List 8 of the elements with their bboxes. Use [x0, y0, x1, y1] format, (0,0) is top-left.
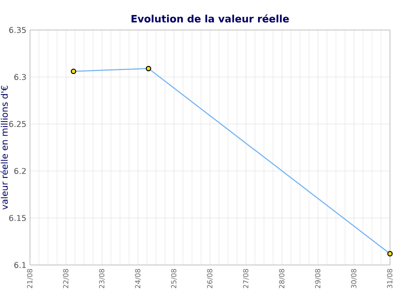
y-tick-label: 6.2 [14, 168, 26, 174]
y-tick-label: 6.15 [9, 214, 26, 222]
y-axis-title: valeur réelle en millions d'€ [0, 86, 8, 210]
y-tick-label: 6.3 [14, 74, 26, 80]
y-tick-label: 6.25 [9, 120, 26, 128]
chart-title: Evolution de la valeur réelle [132, 14, 289, 22]
y-tick-label: 6.35 [9, 26, 26, 34]
y-tick-label: 6.1 [14, 262, 26, 268]
